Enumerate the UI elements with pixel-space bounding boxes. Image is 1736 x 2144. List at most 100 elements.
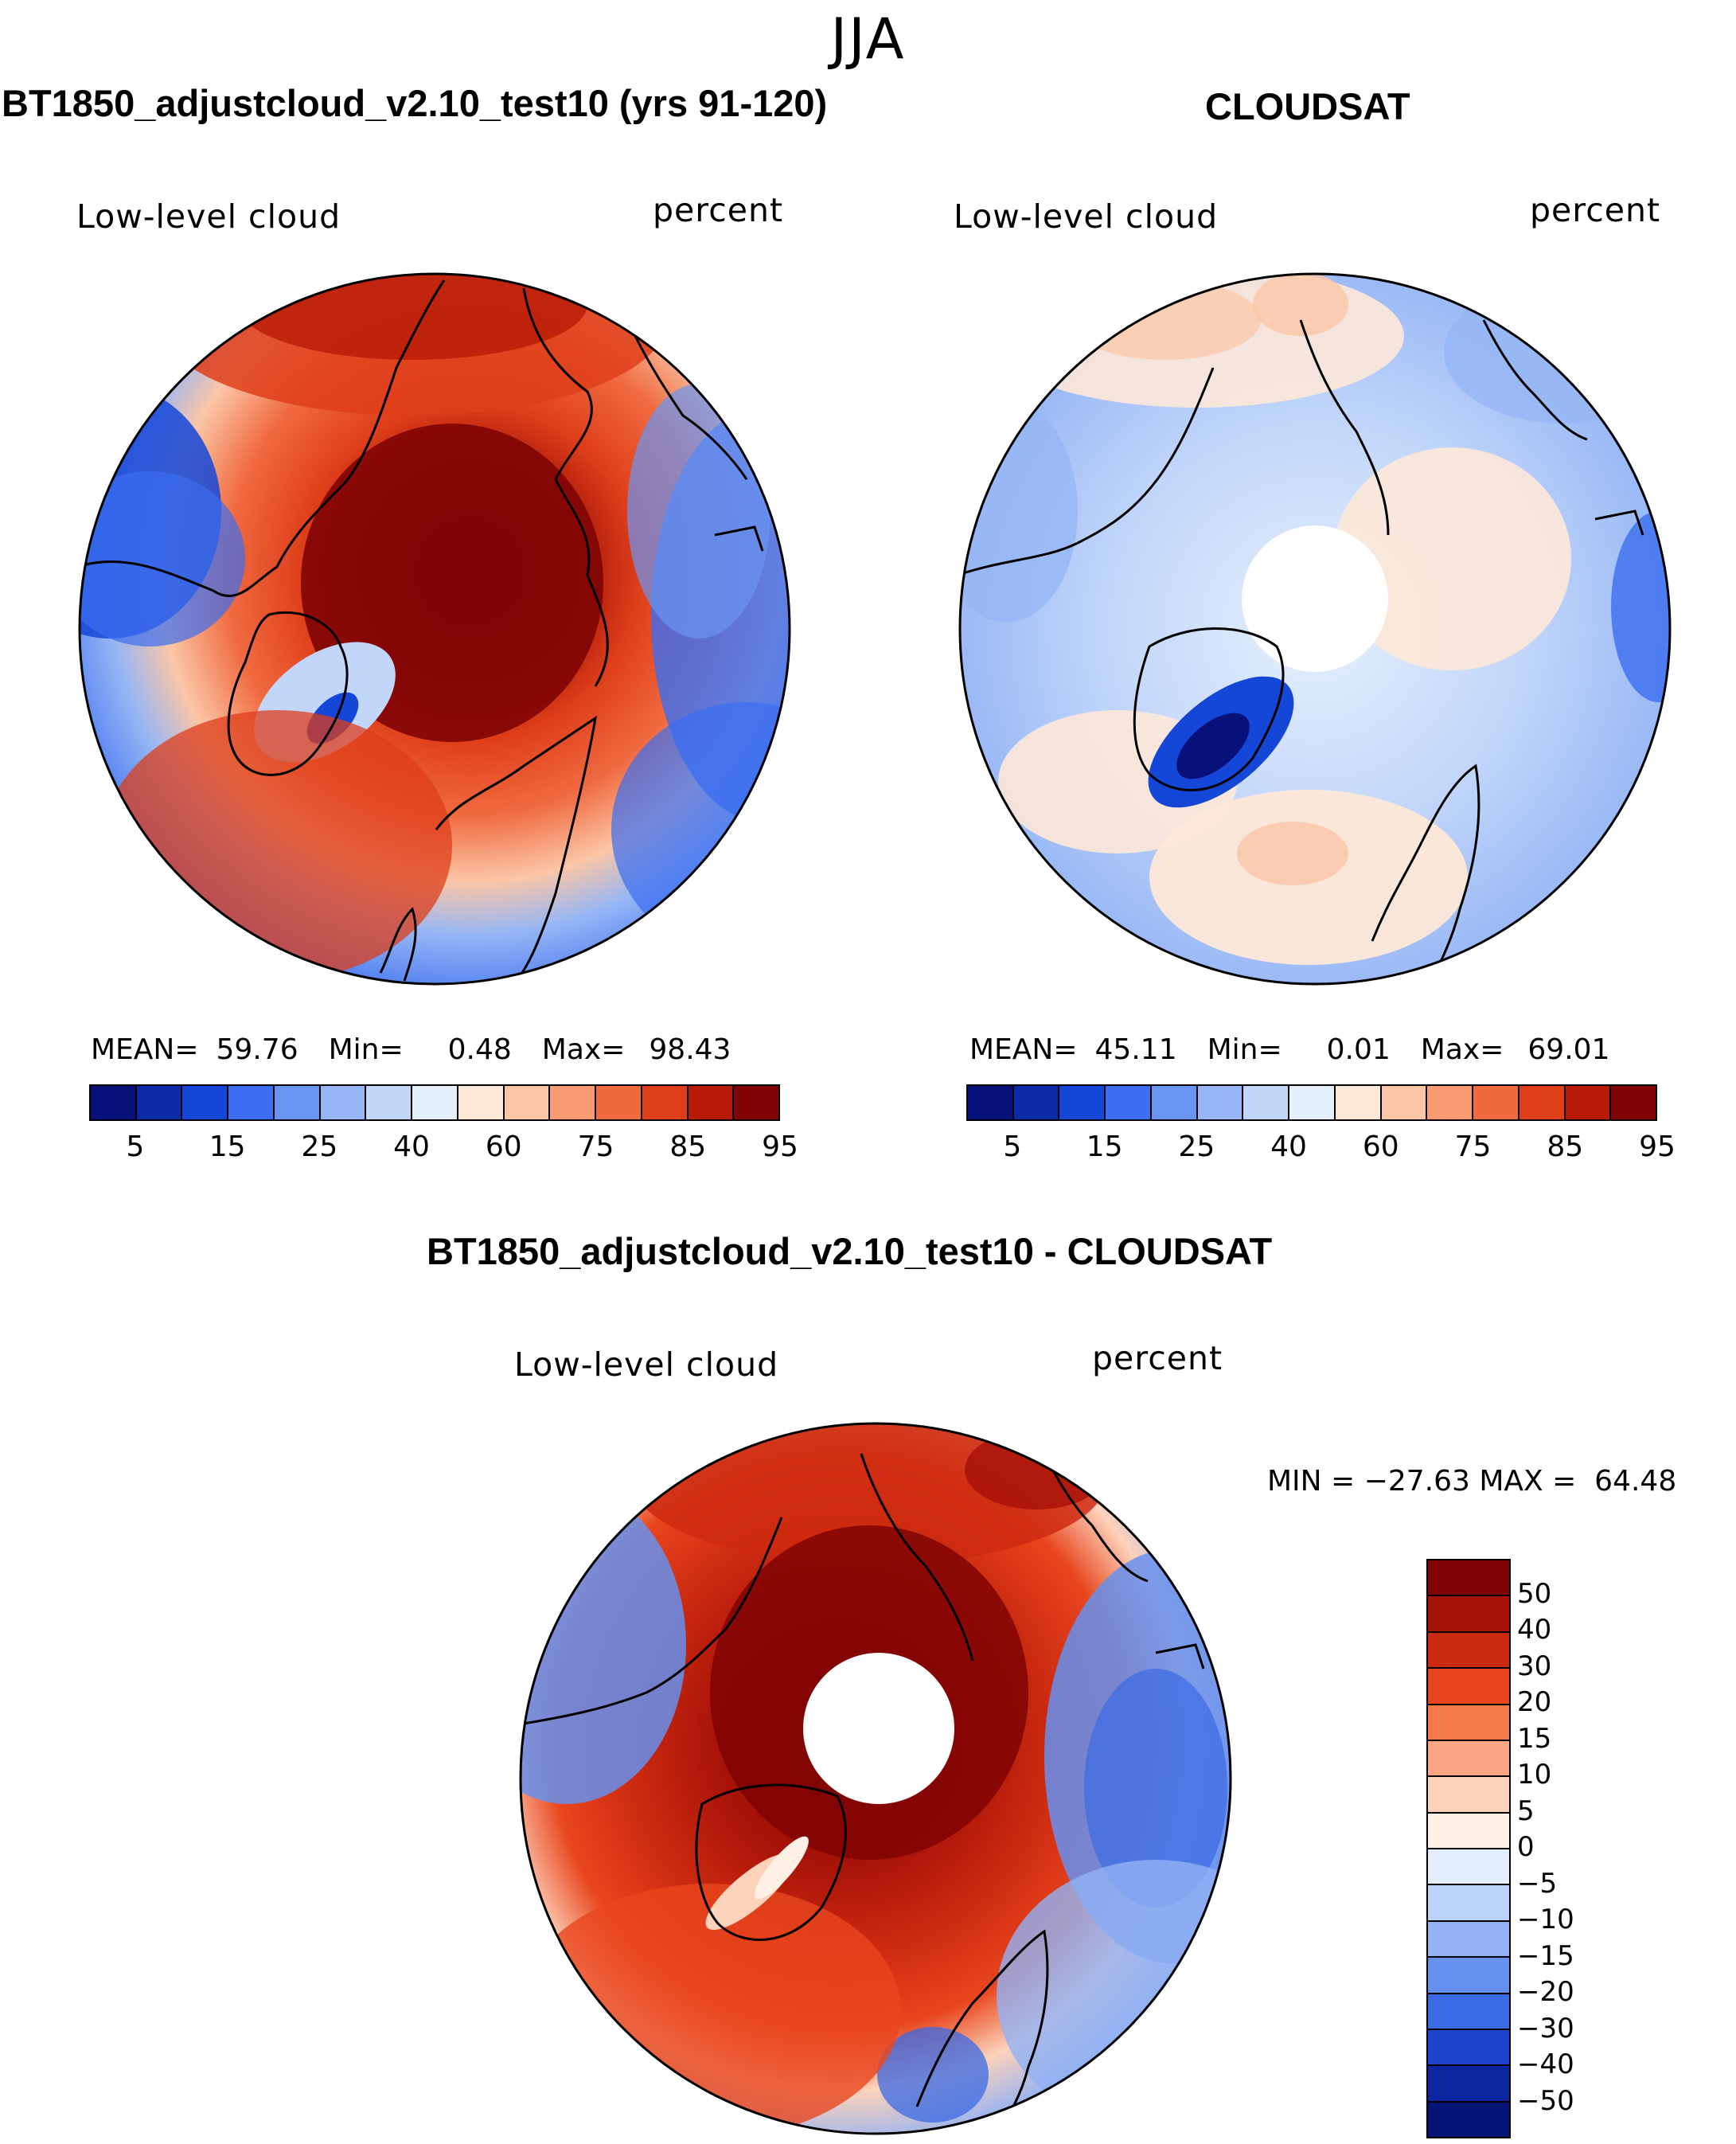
model-min-label: Min=: [328, 1033, 404, 1066]
diff-colorbar-tick-label: −40: [1517, 2048, 1574, 2080]
diff-colorbar-bin: [1428, 1705, 1509, 1741]
obs-colorbar-bin: [968, 1086, 1014, 1119]
obs-mean-label: MEAN=: [969, 1033, 1078, 1066]
obs-colorbar-bin: [1106, 1086, 1152, 1119]
model-stats: MEAN= 59.76 Min= 0.48 Max= 98.43: [91, 1033, 731, 1066]
obs-colorbar-bin: [1473, 1086, 1519, 1119]
model-colorbar-bin: [596, 1086, 642, 1119]
obs-mean-value: 45.11: [1094, 1033, 1177, 1066]
obs-colorbar-bin: [1151, 1086, 1198, 1119]
model-colorbar-bin: [228, 1086, 275, 1119]
diff-colorbar-bin: [1428, 1921, 1509, 1958]
obs-max-label: Max=: [1420, 1033, 1504, 1066]
model-colorbar-bin: [274, 1086, 321, 1119]
obs-panel-title: CLOUDSAT: [1205, 85, 1410, 127]
model-polar-map: [78, 272, 791, 986]
model-max-label: Max=: [541, 1033, 626, 1066]
obs-min-value: 0.01: [1326, 1033, 1391, 1066]
model-colorbar-bin: [366, 1086, 413, 1119]
diff-variable-label: Low-level cloud: [514, 1345, 779, 1384]
model-colorbar-bin: [91, 1086, 137, 1119]
obs-stats: MEAN= 45.11 Min= 0.01 Max= 69.01: [969, 1033, 1609, 1066]
model-colorbar-tick-label: 85: [669, 1131, 707, 1163]
diff-colorbar-tick-label: −50: [1517, 2084, 1574, 2117]
obs-colorbar-bin: [1197, 1086, 1244, 1119]
model-colorbar-tick-label: 5: [126, 1131, 145, 1163]
model-mean-value: 59.76: [216, 1033, 298, 1066]
diff-colorbar-bin: [1428, 1669, 1509, 1705]
model-colorbar-tick-label: 25: [301, 1131, 338, 1163]
model-colorbar-tick-label: 40: [393, 1131, 430, 1163]
model-mean-label: MEAN=: [91, 1033, 199, 1066]
diff-colorbar-bin: [1428, 1849, 1509, 1886]
obs-colorbar-bin: [1381, 1086, 1428, 1119]
diff-colorbar-bin: [1428, 1813, 1509, 1849]
diff-colorbar-bin: [1428, 1596, 1509, 1633]
diff-colorbar-bin: [1428, 2029, 1509, 2067]
obs-colorbar-tick-label: 25: [1178, 1131, 1215, 1163]
diff-colorbar-bin: [1428, 2102, 1509, 2137]
diff-colorbar-bin: [1428, 1777, 1509, 1814]
obs-units-label: percent: [1530, 191, 1661, 229]
diff-minmax: MIN = −27.63 MAX = 64.48: [1267, 1465, 1677, 1498]
model-colorbar-tick-label: 95: [762, 1131, 798, 1163]
diff-colorbar-tick-label: −5: [1517, 1867, 1558, 1900]
obs-colorbar-bin: [1335, 1086, 1382, 1119]
obs-colorbar-bin: [1611, 1086, 1656, 1119]
obs-colorbar-tick-label: 75: [1454, 1131, 1492, 1163]
diff-polar-map: [519, 1422, 1232, 2135]
diff-colorbar-tick-label: 50: [1517, 1577, 1552, 1610]
diff-colorbar-tick-label: −10: [1517, 1904, 1574, 1935]
diff-colorbar-bin: [1428, 1632, 1509, 1670]
model-colorbar-bin: [504, 1086, 551, 1119]
model-colorbar-bin: [734, 1086, 779, 1119]
model-max-value: 98.43: [649, 1033, 731, 1066]
model-colorbar-bin: [136, 1086, 183, 1119]
diff-colorbar-bin: [1428, 1560, 1509, 1597]
model-colorbar-bin: [182, 1086, 229, 1119]
obs-colorbar-tick-label: 60: [1362, 1131, 1399, 1163]
model-min-value: 0.48: [447, 1033, 512, 1066]
model-colorbar: [89, 1084, 780, 1121]
season-title: JJA: [830, 6, 906, 72]
obs-colorbar-bin: [1427, 1086, 1474, 1119]
diff-panel-title: BT1850_adjustcloud_v2.10_test10 - CLOUDS…: [427, 1230, 1273, 1272]
obs-colorbar-bin: [1243, 1086, 1290, 1119]
diff-colorbar-tick-label: −20: [1517, 1976, 1574, 2008]
model-colorbar-bin: [458, 1086, 505, 1119]
diff-colorbar-bin: [1428, 2066, 1509, 2103]
diff-colorbar-tick-label: 15: [1517, 1722, 1552, 1755]
diff-colorbar-bin: [1428, 1885, 1509, 1922]
diff-colorbar-bin: [1428, 1958, 1509, 1994]
obs-colorbar-bin: [1519, 1086, 1566, 1119]
model-colorbar-bin: [642, 1086, 689, 1119]
model-colorbar-bin: [320, 1086, 367, 1119]
obs-colorbar-bin: [1565, 1086, 1612, 1119]
diff-colorbar-tick-label: 30: [1517, 1650, 1552, 1682]
model-colorbar-tick-label: 60: [485, 1131, 522, 1163]
diff-colorbar-bin: [1428, 1740, 1509, 1778]
diff-colorbar-tick-label: 40: [1517, 1614, 1552, 1646]
obs-colorbar-tick-label: 15: [1086, 1131, 1123, 1163]
obs-colorbar-tick-label: 40: [1270, 1131, 1307, 1163]
diff-colorbar-tick-label: −30: [1517, 2012, 1574, 2044]
diff-colorbar-tick-label: 20: [1517, 1686, 1552, 1718]
diff-colorbar-tick-label: 5: [1517, 1794, 1535, 1827]
model-colorbar-bin: [412, 1086, 458, 1119]
obs-colorbar-bin: [1289, 1086, 1336, 1119]
diff-colorbar-tick-label: 10: [1517, 1759, 1552, 1791]
diff-colorbar-bin: [1428, 1994, 1509, 2030]
model-colorbar-bin: [550, 1086, 597, 1119]
diff-colorbar-tick-label: 0: [1517, 1831, 1535, 1863]
obs-min-label: Min=: [1207, 1033, 1282, 1066]
obs-max-value: 69.01: [1527, 1033, 1610, 1066]
obs-variable-label: Low-level cloud: [954, 197, 1219, 236]
obs-colorbar-bin: [1013, 1086, 1060, 1119]
model-colorbar-tick-label: 15: [209, 1131, 246, 1163]
model-colorbar-bin: [688, 1086, 735, 1119]
diff-colorbar: [1426, 1559, 1511, 2138]
obs-colorbar-tick-label: 95: [1639, 1131, 1676, 1163]
diff-colorbar-tick-label: −15: [1517, 1939, 1574, 1972]
model-variable-label: Low-level cloud: [76, 197, 341, 236]
model-units-label: percent: [653, 191, 784, 229]
